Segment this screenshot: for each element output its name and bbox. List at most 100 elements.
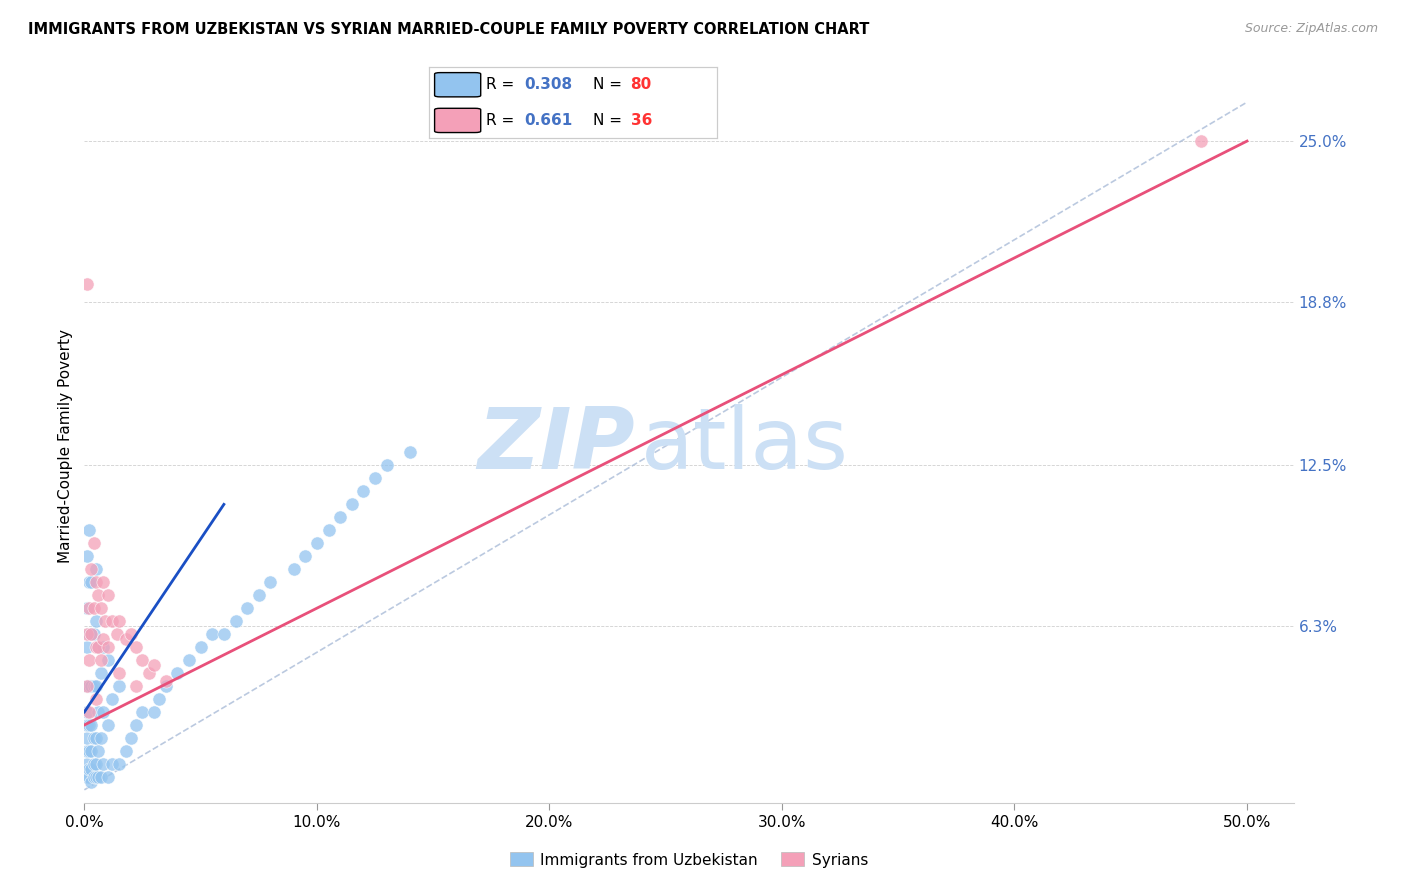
Text: 0.308: 0.308 [524,78,572,92]
Point [80,627,103,641]
Point [76,549,98,564]
Point [83,627,105,641]
Point [76,756,98,771]
Point [166,666,188,681]
Point [76,705,98,719]
Text: R =: R = [486,78,520,92]
Point [83,601,105,615]
Point [84,679,107,693]
Point [108,614,131,628]
Point [77,601,100,615]
Text: 36: 36 [630,113,652,128]
Point [247,588,270,602]
Point [97,770,120,784]
Point [76,601,98,615]
Point [90,770,112,784]
Point [80,775,103,789]
Point [155,673,177,688]
Text: N =: N = [593,78,627,92]
Point [101,614,124,628]
Point [87,770,110,784]
Point [101,692,124,706]
Point [91,756,114,771]
Point [83,756,105,771]
Point [236,601,259,615]
Point [84,614,107,628]
Point [76,744,98,758]
Point [80,762,103,776]
Point [340,497,363,511]
Point [131,653,153,667]
Point [115,632,138,647]
Point [77,653,100,667]
Point [77,744,100,758]
Text: Source: ZipAtlas.com: Source: ZipAtlas.com [1244,22,1378,36]
Point [76,718,98,732]
Point [77,718,100,732]
Point [87,744,110,758]
Point [143,705,166,719]
Point [120,627,142,641]
Point [91,640,114,654]
Point [131,705,153,719]
Point [80,627,103,641]
Point [124,718,146,732]
Point [87,640,110,654]
Point [77,524,100,538]
Point [283,562,305,576]
Point [77,679,100,693]
Point [97,588,120,602]
Point [201,627,224,641]
Point [352,484,374,499]
Point [87,705,110,719]
Point [80,679,103,693]
Point [77,762,100,776]
Point [76,770,98,784]
Point [83,679,105,693]
Point [318,524,340,538]
Point [364,471,387,485]
Point [76,640,98,654]
Point [80,744,103,758]
Point [148,692,170,706]
Point [225,614,247,628]
Legend: Immigrants from Uzbekistan, Syrians: Immigrants from Uzbekistan, Syrians [503,847,875,873]
Point [76,731,98,745]
Point [94,614,117,628]
Point [91,575,114,590]
Point [101,756,124,771]
Point [80,718,103,732]
Point [83,536,105,550]
Point [84,562,107,576]
Point [294,549,316,564]
Point [259,575,281,590]
Point [83,770,105,784]
Point [90,653,112,667]
Point [399,445,422,459]
FancyBboxPatch shape [434,72,481,97]
Point [1189,134,1212,148]
Point [80,575,103,590]
Point [80,562,103,576]
Point [77,575,100,590]
Text: ZIP: ZIP [477,404,634,488]
Text: 0.661: 0.661 [524,113,572,128]
Point [77,705,100,719]
Point [87,640,110,654]
Point [124,640,146,654]
Point [84,756,107,771]
Point [97,640,120,654]
Text: R =: R = [486,113,520,128]
Point [91,705,114,719]
Point [155,679,177,693]
Point [90,731,112,745]
Point [87,588,110,602]
Point [120,731,142,745]
Point [76,679,98,693]
Point [84,575,107,590]
Point [76,679,98,693]
Point [76,627,98,641]
Point [90,601,112,615]
Point [77,770,100,784]
Point [138,666,160,681]
